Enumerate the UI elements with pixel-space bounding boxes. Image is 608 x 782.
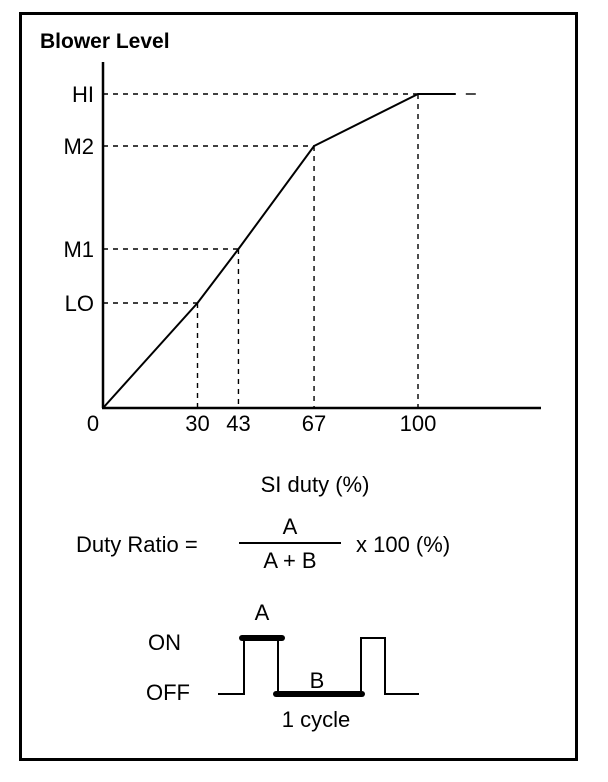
formula-rhs: x 100 (%) [356,532,450,557]
cycle-label: 1 cycle [282,707,350,732]
x-tick-label-30: 30 [185,411,209,436]
formula-lhs: Duty Ratio = [76,532,198,557]
y-tick-label-m1: M1 [63,237,94,262]
b-label: B [310,668,325,693]
series-line [102,93,456,409]
x-axis-label: SI duty (%) [261,472,370,497]
pulse-waveform: ON OFF A B 1 cycle [146,600,419,732]
formula-numerator: A [283,514,298,539]
formula-denominator: A + B [263,548,316,573]
x-tick-label-100: 100 [400,411,437,436]
a-label: A [255,600,270,625]
x-tick-label-0: 0 [87,411,99,436]
y-tick-label-lo: LO [65,291,94,316]
on-label: ON [148,630,181,655]
figure-frame [19,12,578,761]
duty-ratio-formula: Duty Ratio = A A + B x 100 (%) [76,514,450,573]
off-label: OFF [146,680,190,705]
x-tick-label-67: 67 [302,411,326,436]
x-tick-label-43: 43 [226,411,250,436]
y-tick-label-m2: M2 [63,134,94,159]
chart-title: Blower Level [40,30,170,53]
y-tick-label-hi: HI [72,82,94,107]
